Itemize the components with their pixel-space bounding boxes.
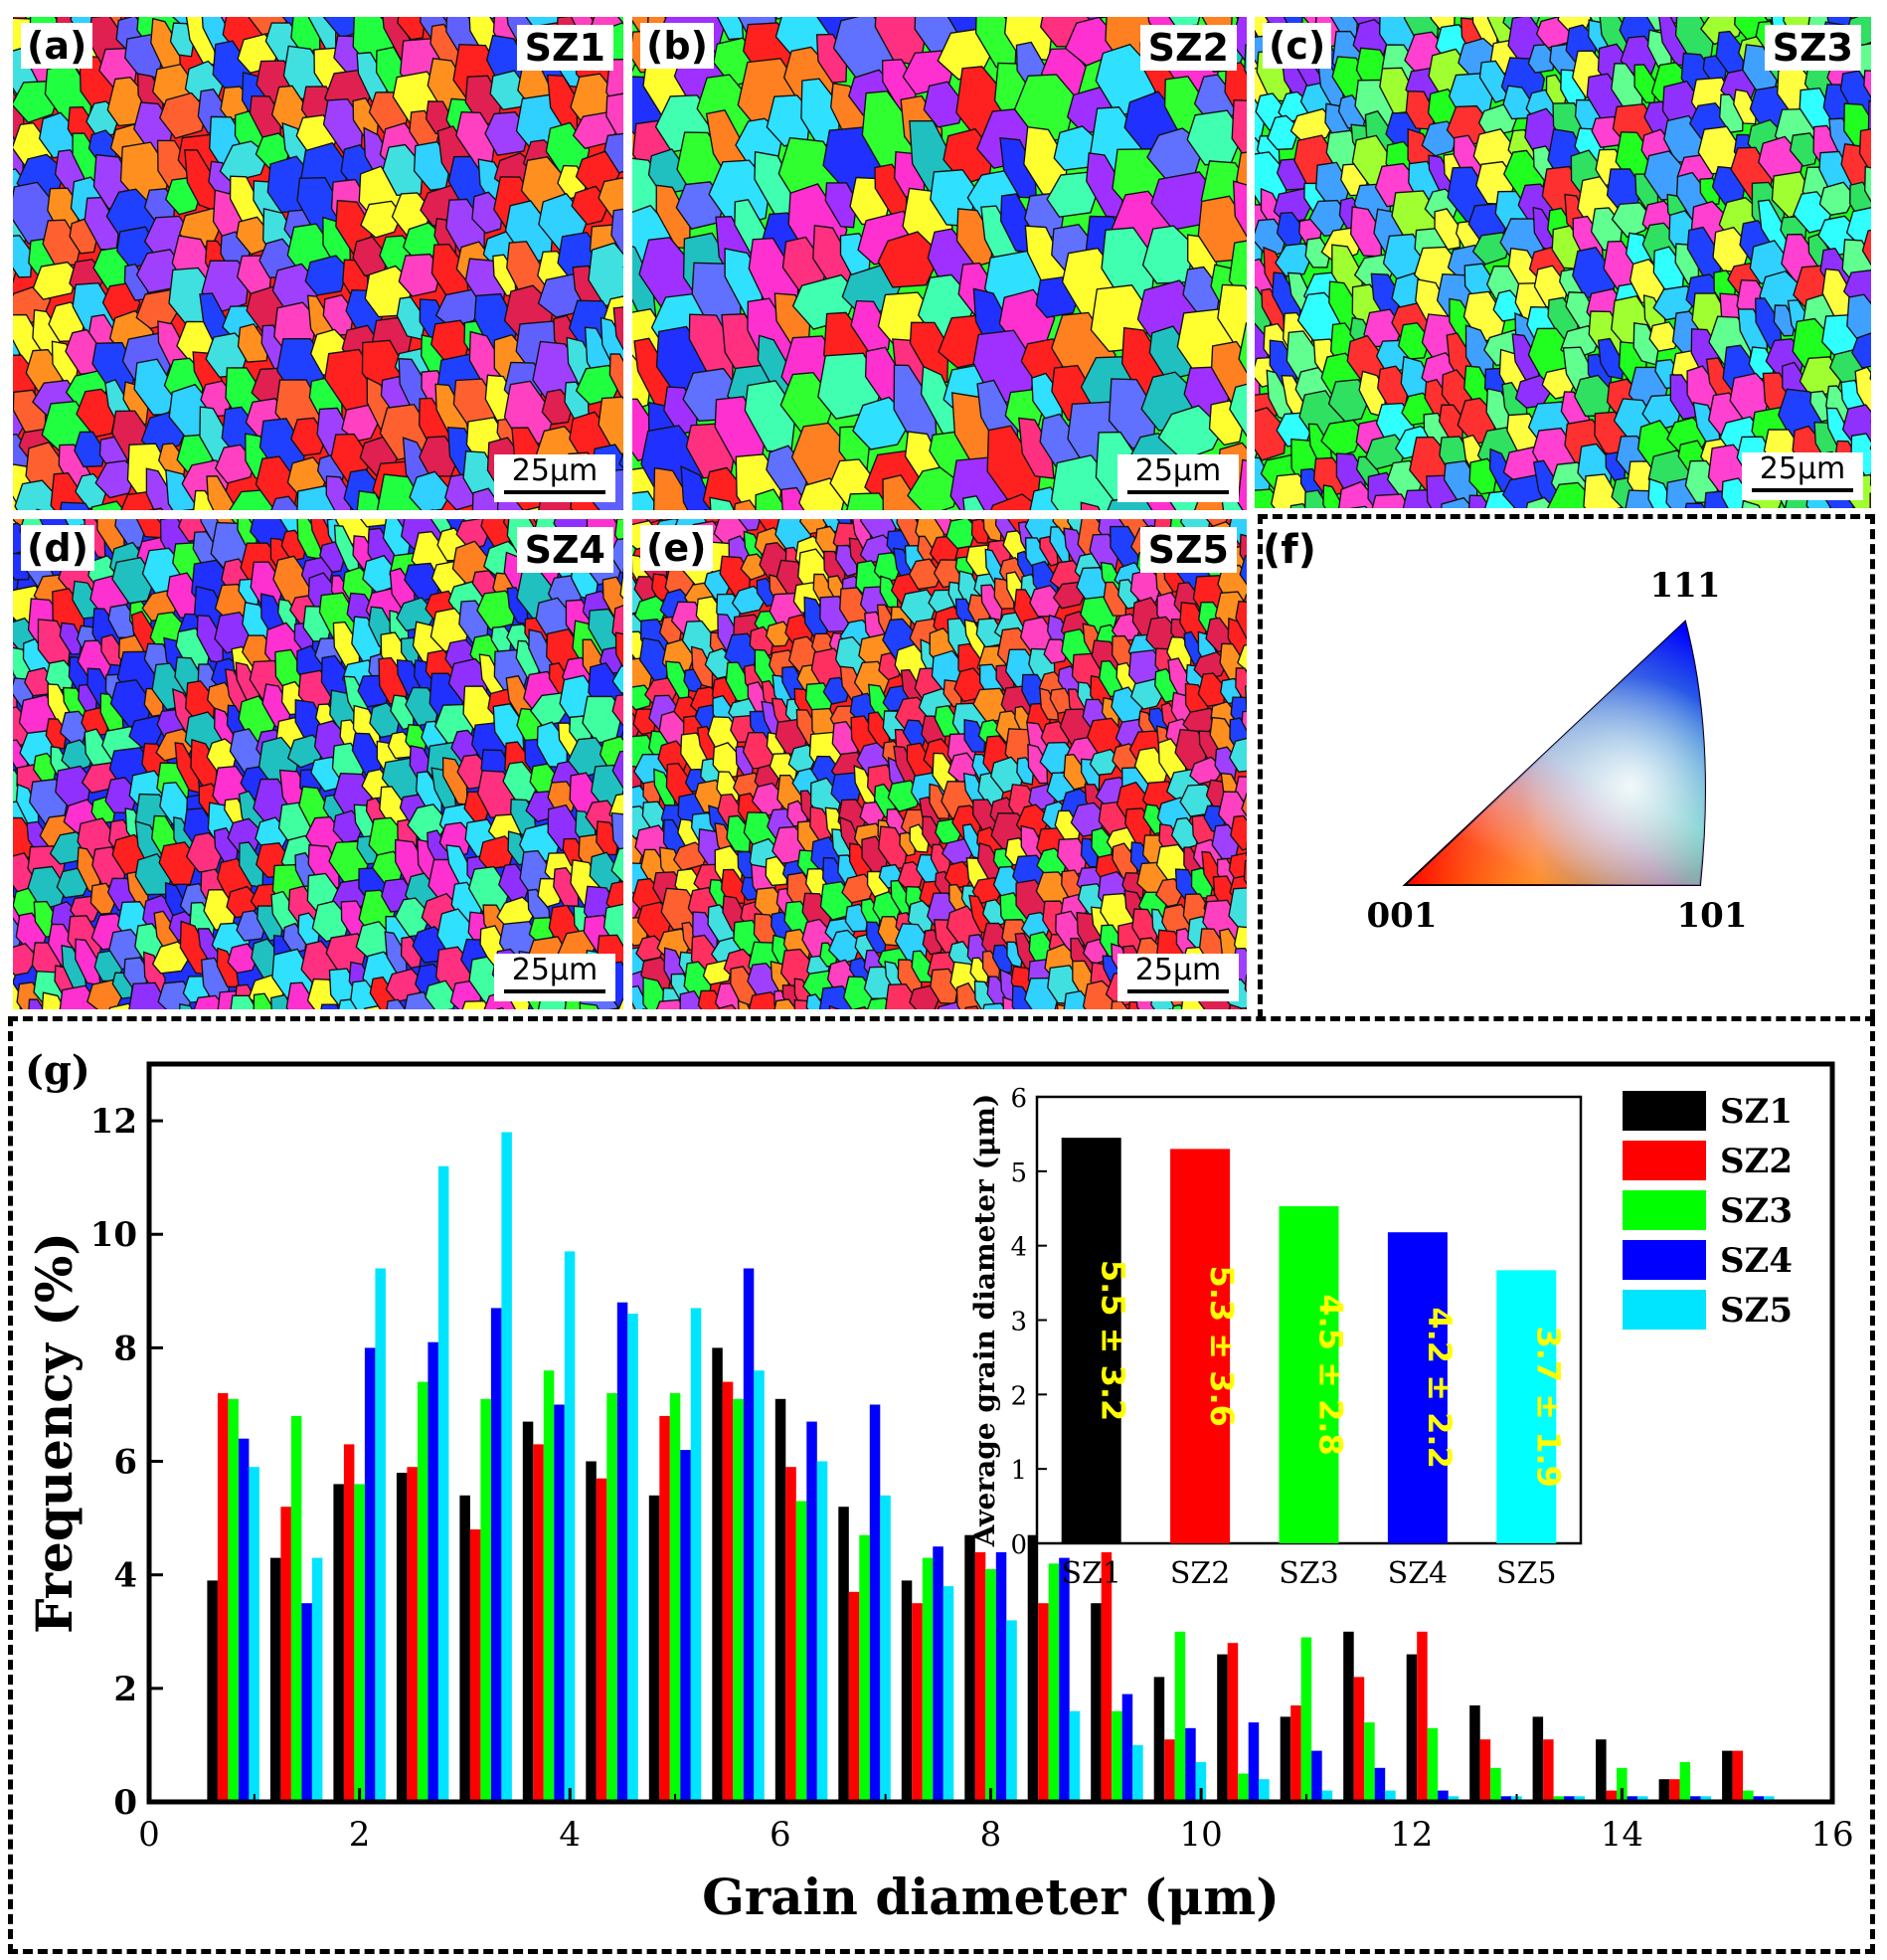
scale-bar-line (504, 989, 605, 993)
scale-bar-line (1127, 989, 1229, 993)
scale-bar-label: 25μm (1134, 453, 1222, 488)
ebsd-map-sz5: (e) SZ5 25μm (632, 519, 1247, 1009)
ipf-panel-border (1258, 514, 1875, 1019)
scale-bar-label: 25μm (511, 953, 599, 987)
scale-bar-line (1752, 488, 1853, 492)
ebsd-map-image (13, 17, 623, 510)
panel-tag: (e) (640, 525, 713, 571)
panel-label: SZ3 (1764, 25, 1861, 71)
scale-bar: 25μm (494, 454, 615, 502)
ebsd-map-image (1255, 17, 1871, 508)
panel-label: SZ2 (1139, 25, 1237, 71)
ebsd-map-sz2: (b) SZ2 25μm (632, 17, 1247, 510)
panel-label: SZ5 (1139, 527, 1237, 573)
panel-label: SZ4 (516, 527, 613, 573)
chart-panel-border (8, 1016, 1875, 1954)
ipf-label-001: 001 (1367, 896, 1438, 936)
scale-bar: 25μm (1117, 954, 1239, 1001)
ebsd-map-sz4: (d) SZ4 25μm (13, 519, 623, 1009)
ipf-label-101: 101 (1677, 896, 1748, 936)
ebsd-map-image (632, 17, 1247, 510)
scale-bar: 25μm (1117, 454, 1239, 502)
ipf-triangle-white (1405, 622, 1705, 885)
scale-bar-label: 25μm (1134, 953, 1222, 987)
ipf-label-111: 111 (1650, 566, 1721, 606)
ebsd-map-sz1: (a) SZ1 25μm (13, 17, 623, 510)
scale-bar: 25μm (494, 954, 615, 1001)
scale-bar-line (504, 490, 605, 494)
ebsd-map-image (632, 519, 1247, 1009)
ebsd-map-image (13, 519, 623, 1009)
panel-label: SZ1 (516, 25, 613, 71)
ebsd-map-sz3: (c) SZ3 25μm (1255, 17, 1871, 508)
scale-bar-label: 25μm (1759, 451, 1846, 486)
panel-tag-f: (f) (1263, 527, 1316, 573)
panel-tag: (b) (640, 23, 714, 69)
scale-bar-label: 25μm (511, 453, 599, 488)
scale-bar: 25μm (1742, 452, 1863, 500)
scale-bar-line (1127, 490, 1229, 494)
panel-tag: (d) (21, 525, 94, 571)
panel-tag: (c) (1263, 23, 1332, 69)
panel-tag: (a) (21, 23, 93, 69)
inverse-pole-figure: 111 001 101 (1367, 566, 1748, 936)
